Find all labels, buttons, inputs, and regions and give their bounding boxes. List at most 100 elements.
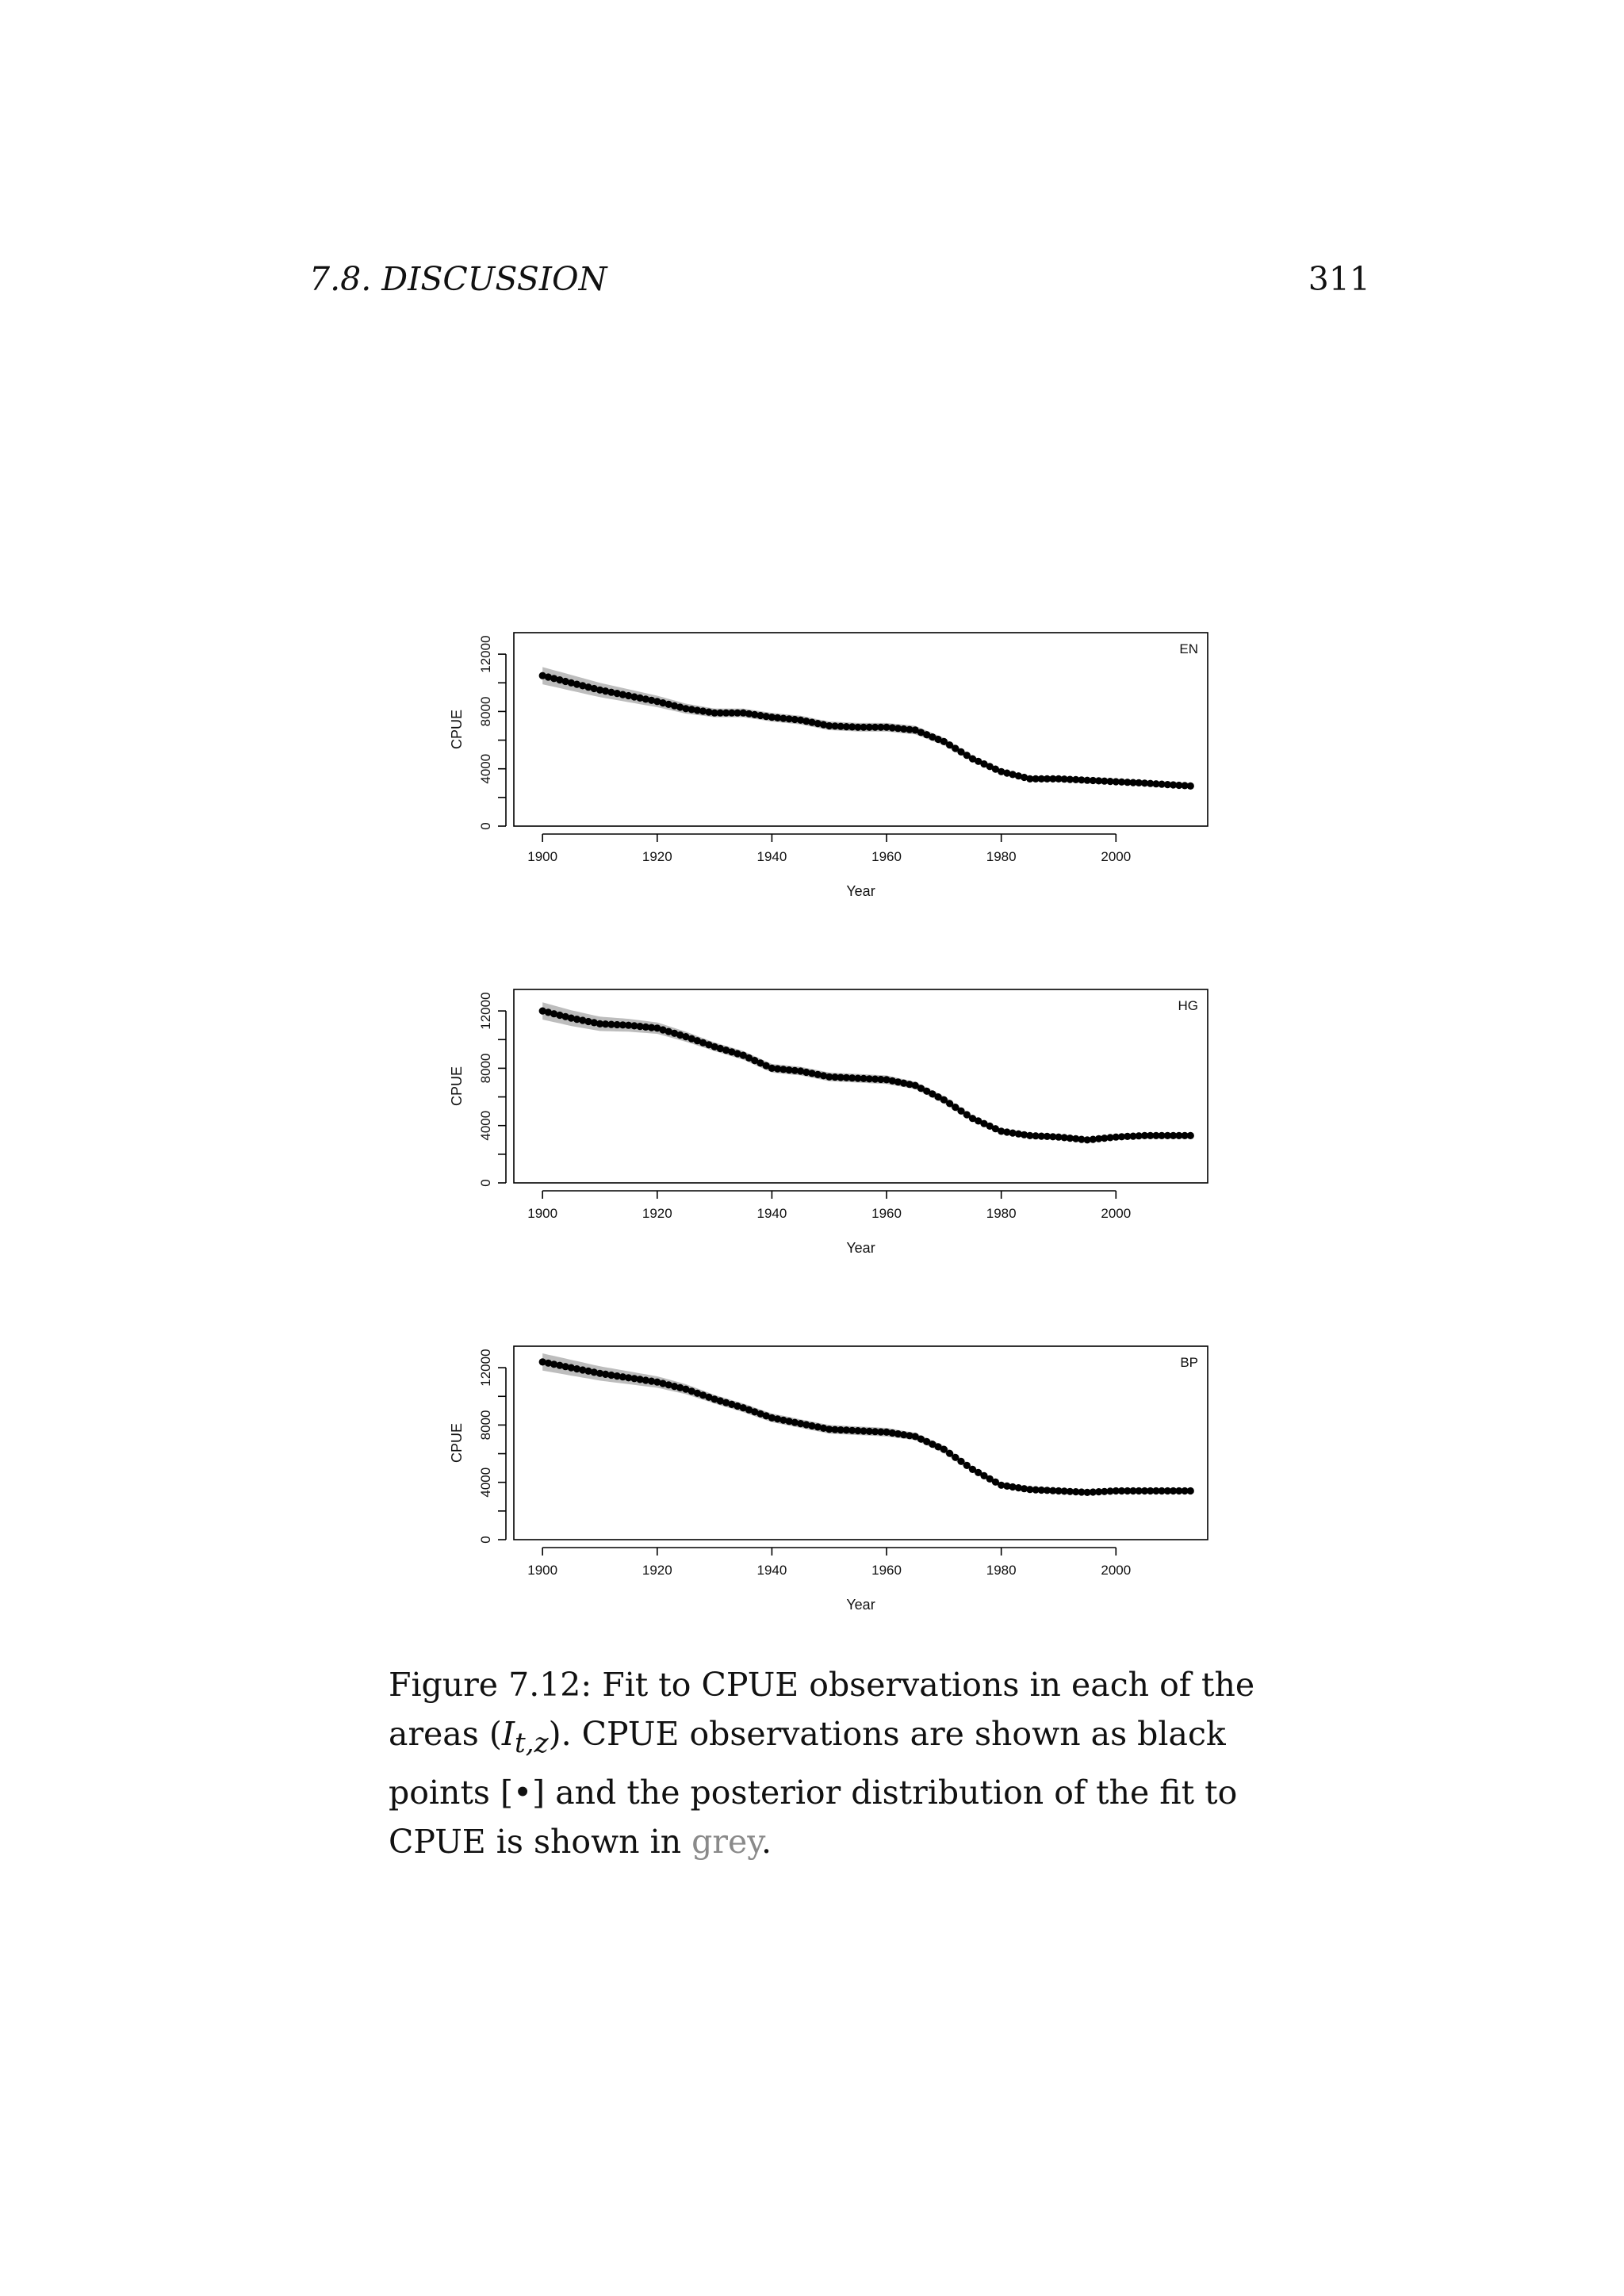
cpue-point	[791, 1418, 799, 1426]
cpue-point	[728, 709, 736, 717]
cpue-point	[1026, 775, 1034, 783]
cpue-point	[768, 1064, 776, 1072]
cpue-point	[710, 1395, 718, 1403]
cpue-point	[1186, 1487, 1194, 1495]
cpue-point	[888, 1429, 896, 1437]
cpue-point	[693, 1037, 702, 1045]
cpue-point	[676, 703, 684, 711]
cpue-point	[946, 1100, 954, 1108]
cpue-point	[550, 1360, 558, 1368]
cpue-point	[630, 1375, 638, 1383]
chart-panel-bp: BP 1900 1920 1940 1960 1980 2000 Year 0 4000 8000 1…	[449, 1345, 1208, 1613]
cpue-point	[762, 1412, 770, 1420]
cpue-point	[653, 1378, 661, 1386]
cpue-point	[584, 683, 592, 691]
cpue-point	[1101, 777, 1109, 785]
panel-label: HG	[1178, 998, 1199, 1013]
cpue-point	[1089, 1135, 1097, 1143]
cpue-point	[756, 1059, 764, 1067]
cpue-point	[865, 723, 873, 731]
cpue-point	[934, 1093, 942, 1101]
cpue-point	[1170, 1487, 1178, 1495]
cpue-point	[625, 1374, 633, 1382]
cpue-point	[779, 1066, 787, 1073]
cpue-point	[722, 709, 730, 717]
cpue-point	[1032, 1132, 1040, 1140]
cpue-point	[762, 1062, 770, 1070]
cpue-point	[613, 1372, 621, 1380]
cpue-point	[642, 1023, 649, 1031]
cpue-point	[888, 724, 896, 732]
cpue-point	[1181, 1131, 1189, 1139]
cpue-point	[636, 1376, 644, 1383]
cpue-point	[1181, 782, 1189, 790]
cpue-point	[538, 1358, 546, 1366]
cpue-point	[556, 676, 564, 684]
cpue-point	[1147, 1131, 1155, 1139]
cpue-point	[567, 1364, 575, 1372]
cpue-point	[917, 1085, 925, 1093]
cpue-point	[693, 706, 702, 714]
caption-part3: .	[760, 1823, 772, 1862]
cpue-point	[900, 1431, 908, 1439]
x-tick-label: 1940	[756, 1206, 787, 1221]
cpue-point	[745, 1406, 753, 1414]
cpue-point	[980, 1471, 988, 1479]
cpue-point	[579, 682, 587, 690]
cpue-point	[1009, 771, 1017, 779]
cpue-point	[1181, 1487, 1189, 1495]
cpue-point	[550, 675, 558, 683]
cpue-point	[814, 720, 822, 728]
cpue-point	[923, 1087, 931, 1095]
cpue-point	[1106, 1134, 1114, 1142]
page-number: 311	[1308, 260, 1370, 298]
cpue-point	[1124, 1487, 1132, 1495]
cpue-point	[619, 691, 627, 698]
caption-subscript: t,z	[515, 1728, 549, 1760]
cpue-point	[894, 1078, 902, 1086]
cpue-point	[710, 1043, 718, 1050]
cpue-point	[1152, 1131, 1160, 1139]
cpue-point	[1066, 775, 1074, 783]
cpue-point	[1037, 1132, 1045, 1140]
cpue-point	[963, 752, 971, 760]
cpue-point	[929, 1441, 936, 1448]
cpue-point	[911, 726, 919, 734]
cpue-point	[819, 1072, 828, 1080]
cpue-point	[842, 1426, 850, 1434]
cpue-point	[980, 760, 988, 768]
cpue-point	[625, 1021, 633, 1029]
cpue-point	[607, 1020, 615, 1028]
x-tick-label: 1980	[986, 1206, 1017, 1221]
cpue-point	[1117, 1487, 1126, 1495]
cpue-point	[1170, 781, 1178, 789]
cpue-point	[1095, 1135, 1103, 1142]
cpue-point	[877, 1428, 885, 1436]
cpue-point	[1055, 1133, 1063, 1141]
cpue-point	[602, 687, 610, 695]
cpue-point	[665, 700, 672, 709]
plot-frame	[513, 632, 1208, 827]
cpue-point	[797, 1067, 805, 1075]
cpue-point	[682, 705, 690, 713]
cpue-point	[710, 709, 718, 717]
cpue-point	[705, 1393, 713, 1401]
x-tick-label: 1900	[527, 1206, 557, 1221]
x-tick-label: 1900	[527, 1563, 557, 1578]
cpue-point	[894, 725, 902, 733]
cpue-point	[825, 721, 833, 730]
cpue-point	[659, 1026, 667, 1034]
cpue-point	[573, 1016, 581, 1024]
cpue-point	[946, 741, 954, 749]
cpue-point	[991, 1478, 999, 1486]
caption-part1: Figure 7.12: Fit to CPUE observations in…	[389, 1666, 1255, 1753]
cpue-point	[751, 1057, 759, 1065]
y-tick-label: 12000	[478, 992, 493, 1029]
cpue-point	[1021, 1131, 1028, 1138]
cpue-point	[573, 1365, 581, 1373]
cpue-point	[854, 723, 862, 731]
cpue-point	[567, 1014, 575, 1022]
cpue-point	[1021, 773, 1028, 782]
cpue-point	[968, 1115, 977, 1123]
cpue-point	[1003, 1482, 1011, 1490]
